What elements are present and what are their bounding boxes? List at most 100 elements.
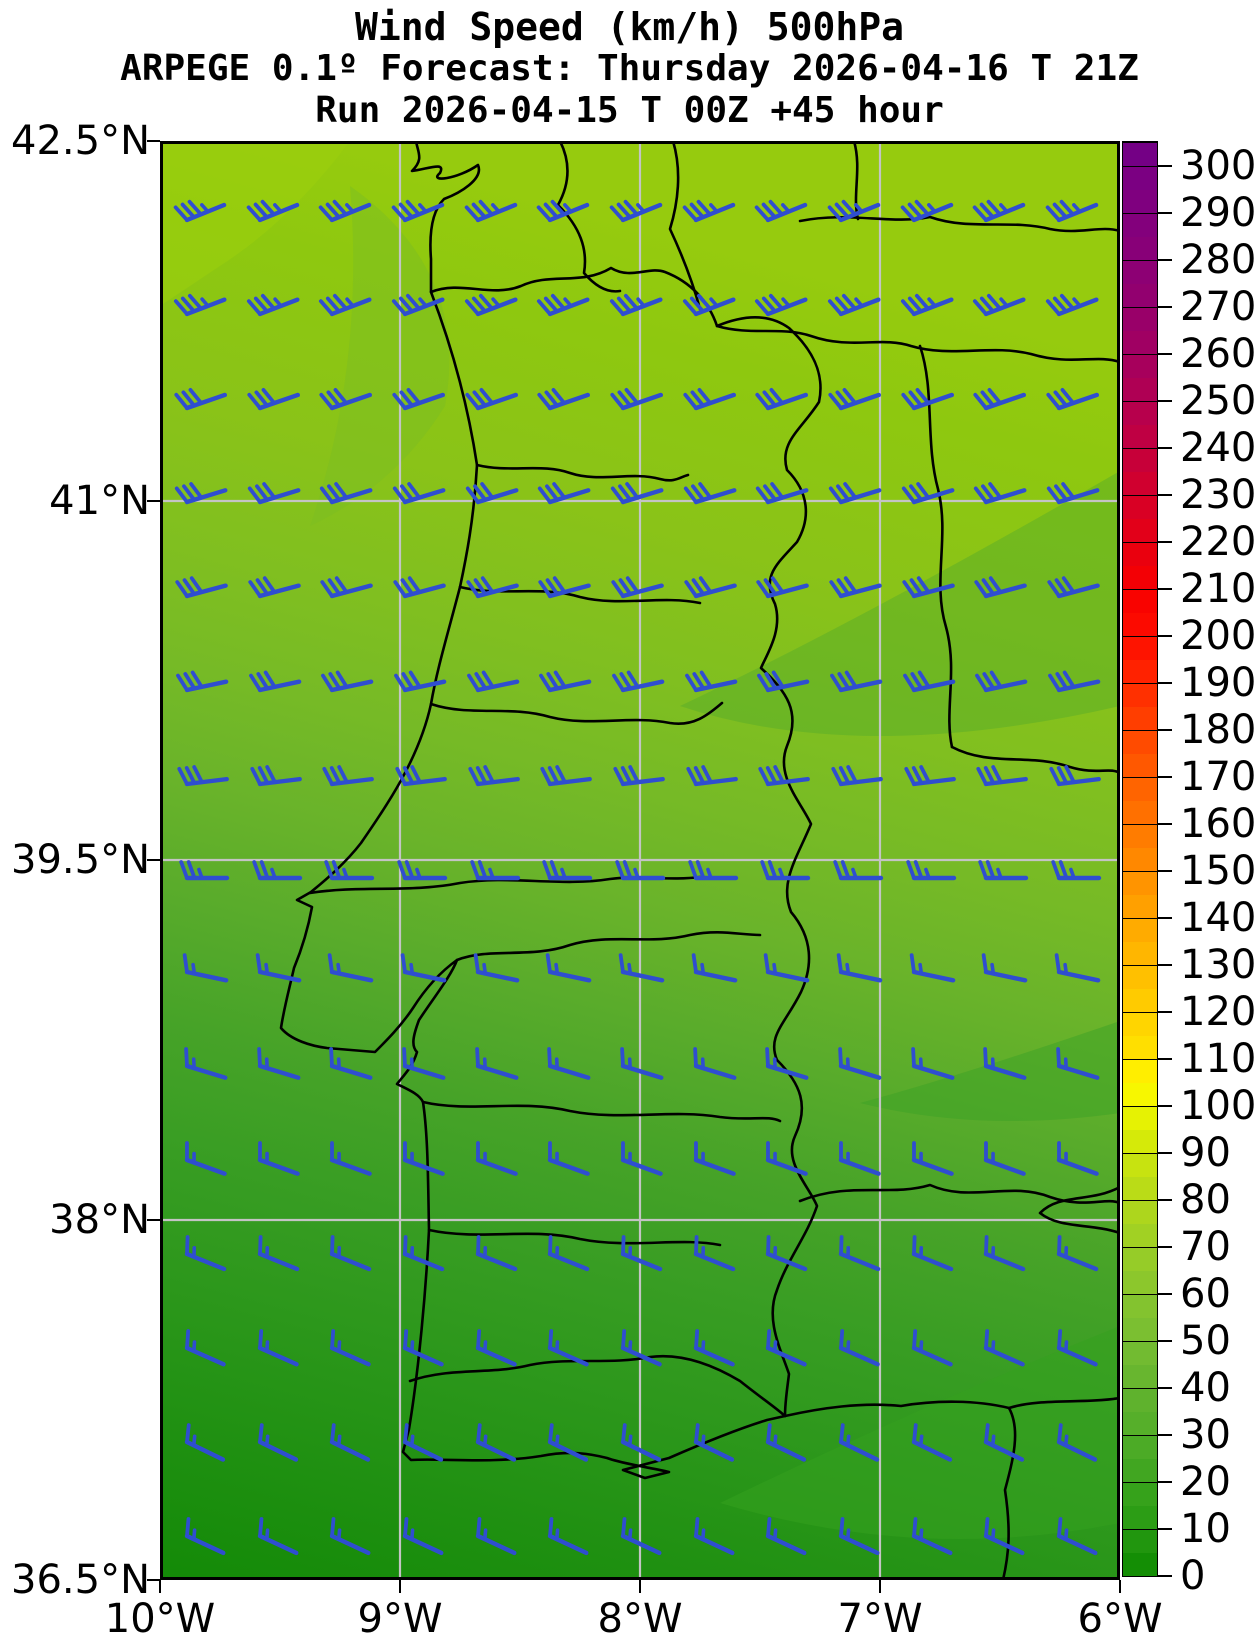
wind-barb <box>754 199 808 223</box>
colorbar-tick-mark <box>1158 305 1172 308</box>
colorbar-segment <box>1123 588 1157 613</box>
wind-barb <box>911 1141 954 1176</box>
wind-barb <box>174 388 228 411</box>
colorbar-segment <box>1123 1270 1157 1295</box>
wind-barb <box>176 670 229 693</box>
field-contour-band <box>860 1021 1120 1121</box>
border-path <box>668 141 702 311</box>
colorbar-segment <box>1123 753 1157 778</box>
colorbar-segment <box>1123 706 1157 731</box>
wind-barb <box>547 1141 590 1176</box>
wind-barb <box>827 199 881 223</box>
wind-barb <box>901 482 955 505</box>
wind-barb <box>1046 388 1100 411</box>
field-contour-band <box>680 471 1120 736</box>
colorbar-segment <box>1123 1152 1157 1177</box>
colorbar-tick-label: 60 <box>1180 1270 1231 1317</box>
colorbar-tick-label: 110 <box>1180 1035 1257 1082</box>
colorbar-tick-mark <box>1158 1057 1172 1060</box>
colorbar-segment <box>1123 870 1157 895</box>
wind-barb <box>247 482 301 505</box>
wind-barb <box>830 670 883 693</box>
colorbar-segment <box>1123 1011 1157 1036</box>
colorbar-tick-mark <box>1158 634 1172 637</box>
wind-barb <box>900 293 954 317</box>
colorbar-tick-mark <box>1158 1527 1172 1530</box>
wind-barb <box>329 1517 371 1556</box>
colorbar-tick-label: 130 <box>1180 941 1257 988</box>
lat-tick-mark <box>147 858 160 862</box>
wind-barb <box>391 293 445 317</box>
wind-barb <box>686 765 738 787</box>
wind-barb <box>249 670 302 693</box>
wind-barb <box>329 1423 371 1462</box>
wind-barb <box>391 199 445 223</box>
colorbar-tick-mark <box>1158 399 1172 402</box>
wind-barb <box>620 1517 662 1556</box>
colorbar-tick-label: 270 <box>1180 283 1257 330</box>
wind-barb <box>1045 199 1099 223</box>
colorbar-tick-mark <box>1158 1151 1172 1154</box>
colorbar-tick-mark <box>1158 1245 1172 1248</box>
colorbar <box>1122 141 1158 1577</box>
border-path <box>950 745 1120 775</box>
colorbar-segment <box>1123 330 1157 355</box>
wind-barb <box>828 388 882 411</box>
border-path <box>429 266 822 1418</box>
colorbar-segment <box>1123 494 1157 519</box>
wind-barb <box>329 1329 371 1367</box>
border-path <box>1007 1396 1120 1410</box>
colorbar-segment <box>1123 1505 1157 1530</box>
wind-barb <box>468 765 520 787</box>
wind-barb <box>184 1235 227 1272</box>
colorbar-segment <box>1123 541 1157 566</box>
wind-barb <box>757 670 810 693</box>
colorbar-tick-mark <box>1158 1386 1172 1389</box>
wind-barb <box>838 1047 882 1080</box>
wind-barb <box>324 860 375 881</box>
colorbar-segment <box>1123 1481 1157 1506</box>
colorbar-tick-mark <box>1158 446 1172 449</box>
wind-barb <box>246 293 300 317</box>
wind-barb <box>321 670 374 693</box>
wind-barb <box>760 860 811 881</box>
map-frame <box>160 141 1120 1580</box>
wind-barb <box>1045 293 1099 317</box>
wind-barb <box>693 1047 737 1080</box>
wind-barb <box>615 860 666 881</box>
colorbar-tick-label: 30 <box>1180 1411 1231 1458</box>
wind-barb <box>765 1141 808 1176</box>
border-path <box>475 463 690 482</box>
wind-barb <box>257 1141 300 1176</box>
lon-tick-label: 10°W <box>104 1596 216 1642</box>
wind-barb <box>973 388 1027 411</box>
wind-barb <box>911 1329 953 1367</box>
colorbar-tick-label: 290 <box>1180 189 1257 236</box>
wind-barb <box>319 388 373 411</box>
wind-barb <box>536 199 590 223</box>
wind-barb <box>611 576 664 599</box>
wind-barb <box>327 953 374 983</box>
wind-barb <box>475 1329 517 1367</box>
wind-barb <box>688 860 739 881</box>
wind-barb <box>693 1517 735 1556</box>
wind-barb <box>402 1141 445 1176</box>
colorbar-segment <box>1123 518 1157 543</box>
lat-tick-label: 39.5°N <box>11 837 150 883</box>
wind-barb <box>900 199 954 223</box>
border-path <box>427 1228 722 1247</box>
wind-barb <box>972 199 1026 223</box>
wind-barb <box>1048 670 1101 693</box>
border-path <box>918 344 954 749</box>
wind-barb <box>620 1329 662 1367</box>
wind-barb <box>465 482 519 505</box>
wind-barb <box>475 1141 518 1176</box>
wind-barb <box>609 199 663 223</box>
colorbar-segment <box>1123 1105 1157 1130</box>
wind-barb <box>547 1329 589 1367</box>
wind-barb <box>976 765 1028 787</box>
colorbar-segment <box>1123 659 1157 684</box>
lon-tick-label: 9°W <box>357 1596 443 1642</box>
wind-barb <box>755 388 809 411</box>
wind-barb <box>685 670 738 693</box>
